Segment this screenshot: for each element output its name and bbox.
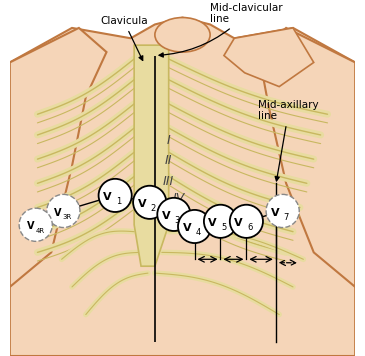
Text: V: V (270, 208, 279, 218)
Text: 2: 2 (150, 204, 156, 213)
Text: 5: 5 (221, 223, 227, 232)
Text: V: V (234, 218, 243, 228)
Text: II: II (165, 155, 172, 167)
Polygon shape (10, 28, 107, 287)
Text: Clavicula: Clavicula (100, 16, 147, 61)
Text: V: V (27, 221, 34, 231)
Text: Mid-axillary
line: Mid-axillary line (258, 100, 319, 181)
Text: 1: 1 (116, 197, 121, 206)
Text: 4R: 4R (35, 228, 45, 234)
Circle shape (47, 194, 80, 227)
Circle shape (133, 186, 166, 219)
Circle shape (19, 208, 52, 241)
Text: V: V (162, 211, 170, 221)
Text: 3R: 3R (63, 214, 72, 220)
Text: I: I (167, 134, 170, 147)
Polygon shape (258, 28, 355, 287)
Text: III: III (163, 175, 174, 188)
Circle shape (99, 179, 132, 212)
Text: IV: IV (173, 192, 185, 205)
Text: V: V (182, 223, 191, 233)
Circle shape (266, 194, 299, 227)
Ellipse shape (155, 17, 210, 52)
Text: 7: 7 (283, 213, 289, 222)
Text: 6: 6 (247, 223, 253, 232)
Text: Mid-clavicular
line: Mid-clavicular line (159, 3, 283, 57)
Text: 4: 4 (195, 228, 201, 237)
Circle shape (204, 205, 237, 238)
Polygon shape (134, 45, 169, 266)
Text: V: V (54, 208, 62, 218)
Text: V: V (208, 218, 217, 228)
Polygon shape (224, 28, 314, 87)
Polygon shape (10, 17, 355, 356)
Text: V: V (138, 199, 146, 209)
Text: 3: 3 (174, 216, 180, 225)
Circle shape (230, 205, 263, 238)
Circle shape (178, 210, 211, 243)
Text: V: V (103, 192, 112, 202)
Circle shape (157, 198, 191, 231)
